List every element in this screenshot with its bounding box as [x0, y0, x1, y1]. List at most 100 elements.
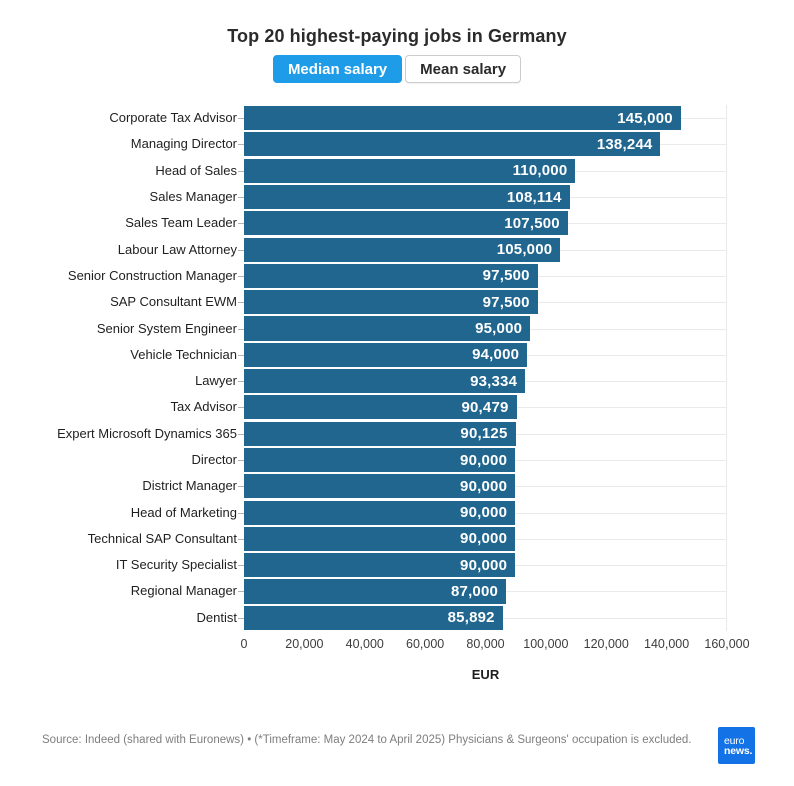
bar: 90,000 [244, 553, 516, 578]
category-label: SAP Consultant EWM [0, 295, 237, 309]
category-tick [237, 105, 244, 131]
plot-cell: 90,000 [244, 473, 727, 500]
bar-value-label: 107,500 [504, 214, 560, 232]
bar-row: IT Security Specialist 90,000 [0, 552, 794, 579]
plot-cell: 90,125 [244, 420, 727, 447]
category-label-text: Sales Team Leader [125, 215, 237, 231]
x-tick-label: 40,000 [345, 636, 384, 651]
plot-cell: 105,000 [244, 236, 727, 263]
tab-mean-salary[interactable]: Mean salary [405, 55, 522, 83]
bar-chart: Corporate Tax Advisor 145,000 Managing Dir… [0, 105, 794, 682]
category-label: Tax Advisor [0, 400, 237, 414]
category-label: Vehicle Technician [0, 346, 237, 362]
category-tick [237, 421, 244, 447]
bar: 105,000 [244, 237, 561, 262]
category-label: Managing Director [0, 137, 237, 151]
category-tick [237, 131, 244, 157]
category-label-text: Expert Microsoft Dynamics 365 [57, 425, 237, 441]
bar-row: Technical SAP Consultant 90,000 [0, 525, 794, 553]
plot-cell: 97,500 [244, 289, 727, 316]
plot-cell: 94,000 [244, 341, 727, 368]
chart-page: Top 20 highest-paying jobs in Germany Me… [0, 26, 794, 786]
plot-cell: 97,500 [244, 262, 727, 290]
bar-row: Regional Manager 87,000 [0, 578, 794, 605]
plot-cell: 85,892 [244, 604, 727, 631]
category-label: Director [0, 451, 237, 467]
bar-row: Tax Advisor 90,479 [0, 394, 794, 421]
plot-cell: 87,000 [244, 578, 727, 605]
euronews-logo: euro news. [718, 727, 755, 764]
bar-value-label: 90,000 [460, 477, 508, 495]
bar-value-label: 110,000 [512, 162, 568, 180]
bar: 138,244 [244, 132, 661, 157]
bar-rows: Corporate Tax Advisor 145,000 Managing Dir… [0, 105, 794, 631]
plot-cell: 90,000 [244, 552, 727, 579]
bar: 90,000 [244, 500, 516, 525]
category-tick [237, 526, 244, 552]
plot-cell: 95,000 [244, 315, 727, 342]
bar-row: Sales Team Leader 107,500 [0, 210, 794, 237]
euronews-logo-line1: euro [724, 734, 745, 747]
bar-value-label: 105,000 [496, 241, 553, 259]
bar-value-label: 94,000 [472, 346, 520, 364]
category-label: Technical SAP Consultant [0, 531, 237, 546]
bar: 90,000 [244, 474, 516, 499]
category-tick [237, 578, 244, 604]
bar-row: Senior Construction Manager 97,500 [0, 262, 794, 290]
bar-value-label: 90,479 [461, 398, 509, 416]
plot-cell: 93,334 [244, 367, 727, 395]
category-label: Labour Law Attorney [0, 242, 237, 257]
bar-value-label: 95,000 [475, 320, 523, 338]
plot-cell: 138,244 [244, 131, 727, 158]
bar: 107,500 [244, 211, 568, 236]
tab-mean-salary-label: Mean salary [420, 60, 507, 78]
category-label-text: Director [191, 451, 237, 467]
category-label-text: Vehicle Technician [130, 346, 237, 362]
category-tick [237, 368, 244, 394]
bar: 90,000 [244, 447, 516, 473]
bar-value-label: 97,500 [482, 293, 530, 311]
category-tick [237, 473, 244, 499]
plot-cell: 90,000 [244, 525, 727, 553]
source-note: Source: Indeed (shared with Euronews) • … [42, 734, 692, 746]
bar: 90,479 [244, 395, 517, 420]
bar-value-label: 138,244 [596, 135, 653, 153]
category-label: Lawyer [0, 374, 237, 388]
bar: 108,114 [244, 184, 570, 210]
bar: 97,500 [244, 290, 538, 315]
category-label-text: Corporate Tax Advisor [109, 110, 237, 126]
plot-cell: 107,500 [244, 210, 727, 237]
category-label: Regional Manager [0, 584, 237, 598]
bar: 90,000 [244, 526, 516, 551]
category-label: District Manager [0, 479, 237, 493]
x-tick-label: 140,000 [644, 636, 690, 651]
category-label-text: Head of Sales [155, 162, 237, 178]
category-label-text: Tax Advisor [170, 399, 237, 415]
x-axis-label: EUR [471, 666, 500, 682]
category-tick [237, 263, 244, 289]
tab-median-salary[interactable]: Median salary [272, 55, 403, 83]
bar: 87,000 [244, 579, 507, 604]
category-tick [237, 210, 244, 236]
category-label-text: Dentist [196, 609, 237, 625]
category-label-text: Sales Manager [149, 189, 237, 205]
bar-row: Expert Microsoft Dynamics 365 90,125 [0, 420, 794, 447]
bar-value-label: 85,892 [447, 609, 495, 627]
bar: 95,000 [244, 316, 531, 341]
x-tick-label: 100,000 [523, 636, 569, 651]
bar-value-label: 87,000 [450, 582, 499, 600]
x-tick-label: 60,000 [406, 636, 445, 651]
x-tick-label: 20,000 [285, 636, 324, 651]
bar: 97,500 [244, 263, 538, 288]
category-label-text: IT Security Specialist [115, 557, 237, 573]
bar-row: Head of Marketing 90,000 [0, 499, 794, 526]
bar-row: Corporate Tax Advisor 145,000 [0, 105, 794, 132]
category-label: Sales Manager [0, 189, 237, 205]
category-tick [237, 552, 244, 578]
category-label-text: Head of Marketing [130, 504, 237, 520]
category-label: Expert Microsoft Dynamics 365 [0, 425, 237, 441]
category-tick [237, 394, 244, 420]
bar-row: Managing Director 138,244 [0, 131, 794, 158]
category-label: Sales Team Leader [0, 216, 237, 230]
x-axis: 0 20,000 40,000 60,000 80,000 100,000 120,000 1… [241, 636, 750, 653]
